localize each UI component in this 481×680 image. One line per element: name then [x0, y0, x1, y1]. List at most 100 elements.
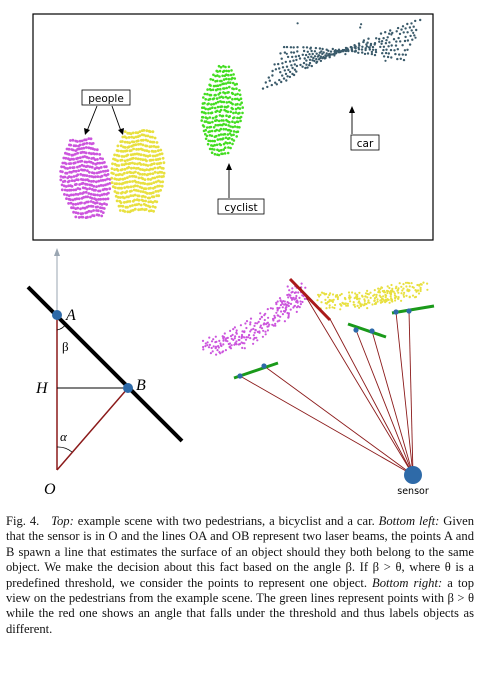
point	[238, 89, 241, 92]
point	[233, 125, 237, 128]
point	[385, 39, 388, 42]
point	[311, 52, 314, 56]
point	[86, 164, 89, 168]
point	[96, 175, 100, 179]
point	[344, 53, 347, 56]
point	[224, 136, 228, 140]
point	[215, 119, 219, 122]
point	[333, 306, 336, 310]
point	[410, 29, 413, 32]
point	[74, 169, 78, 173]
point	[131, 204, 134, 207]
point	[84, 138, 88, 142]
point	[130, 135, 134, 139]
point	[95, 166, 99, 170]
point	[121, 181, 125, 185]
point	[341, 302, 344, 305]
point	[222, 100, 226, 104]
point	[149, 167, 153, 171]
point	[297, 291, 300, 294]
point	[233, 116, 236, 119]
point	[282, 45, 286, 49]
point	[317, 54, 321, 57]
point	[384, 59, 387, 62]
point	[127, 195, 130, 199]
point	[208, 121, 212, 124]
point	[233, 77, 237, 80]
point	[275, 83, 278, 86]
point	[156, 153, 159, 157]
point	[419, 286, 422, 289]
point	[403, 49, 407, 52]
point	[151, 135, 154, 139]
point	[369, 291, 372, 294]
point	[85, 141, 89, 145]
beam-2	[263, 365, 414, 476]
point	[120, 155, 124, 158]
point	[319, 59, 323, 63]
point	[295, 306, 299, 309]
point	[136, 189, 140, 193]
point	[99, 170, 103, 174]
point	[308, 53, 311, 56]
point	[126, 205, 129, 209]
point	[97, 166, 101, 170]
endpoint	[393, 309, 399, 315]
point	[249, 317, 253, 320]
point	[229, 346, 232, 349]
point	[311, 59, 314, 62]
point	[279, 299, 282, 302]
point	[260, 316, 263, 319]
point	[70, 175, 73, 179]
point	[232, 139, 236, 142]
point	[205, 134, 209, 138]
point	[127, 145, 131, 149]
point	[271, 307, 274, 310]
point	[96, 209, 100, 213]
point	[121, 168, 124, 171]
point	[401, 53, 404, 56]
point	[285, 65, 289, 68]
point	[389, 295, 392, 298]
point	[325, 48, 328, 51]
point	[267, 316, 270, 319]
point	[274, 322, 277, 325]
point	[294, 55, 298, 58]
point	[117, 149, 120, 153]
point	[211, 120, 214, 124]
point	[370, 52, 374, 56]
point	[215, 353, 218, 356]
point	[224, 123, 228, 126]
point	[234, 107, 238, 111]
point	[286, 55, 290, 59]
point	[221, 96, 225, 99]
point	[231, 97, 234, 101]
point	[224, 349, 227, 352]
point	[243, 342, 246, 345]
point	[388, 286, 391, 290]
point	[122, 155, 126, 158]
point	[400, 285, 403, 288]
point	[201, 116, 205, 119]
point	[136, 157, 140, 161]
point	[59, 178, 63, 182]
point	[318, 47, 322, 50]
point	[402, 58, 406, 62]
point	[99, 166, 103, 169]
point	[117, 154, 121, 158]
point	[217, 149, 221, 152]
point	[67, 147, 71, 151]
point	[126, 140, 129, 144]
point	[70, 179, 74, 183]
point	[71, 202, 75, 206]
point	[236, 116, 239, 120]
point	[249, 323, 252, 326]
point	[237, 338, 240, 342]
point	[80, 159, 84, 163]
point	[228, 85, 231, 89]
point	[133, 207, 137, 211]
point	[106, 173, 110, 176]
point	[404, 27, 407, 30]
point	[279, 315, 282, 318]
point	[216, 349, 219, 352]
